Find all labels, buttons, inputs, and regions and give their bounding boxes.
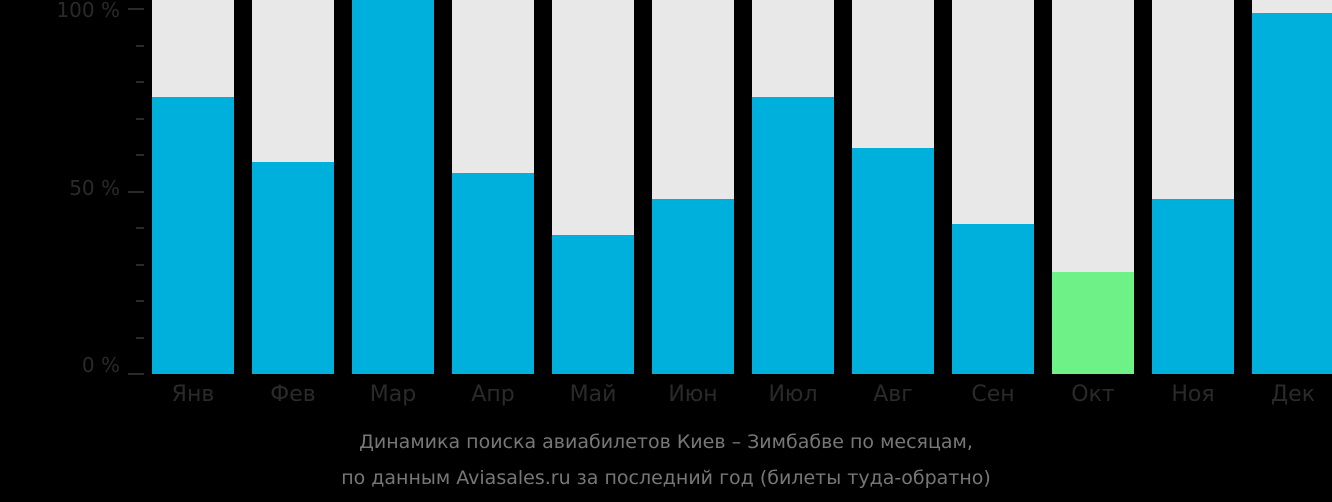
bar-fill xyxy=(252,162,334,374)
x-tick-label: Окт xyxy=(1071,382,1115,407)
bar-Май xyxy=(552,0,634,374)
x-tick-label: Сен xyxy=(971,382,1015,407)
chart-caption-line1: Динамика поиска авиабилетов Киев – Зимба… xyxy=(359,431,973,453)
bar-fill xyxy=(1152,198,1234,374)
y-tick xyxy=(136,44,144,47)
y-tick xyxy=(136,336,144,339)
bar-fill xyxy=(1252,12,1332,374)
bar-Июл xyxy=(752,0,834,374)
bar-fill xyxy=(652,198,734,374)
bar-fill xyxy=(1052,271,1134,374)
x-tick-label: Мар xyxy=(369,382,417,407)
chart-caption-line2: по данным Aviasales.ru за последний год … xyxy=(341,467,991,489)
x-tick-label: Авг xyxy=(873,382,913,407)
y-tick xyxy=(128,190,144,193)
y-tick xyxy=(136,263,144,266)
bar-fill xyxy=(152,96,234,374)
y-tick xyxy=(136,81,144,83)
bar-fill xyxy=(352,0,434,374)
y-tick xyxy=(136,300,144,302)
bar-fill xyxy=(852,147,934,374)
bar-Янв xyxy=(152,0,234,374)
x-tick-label: Май xyxy=(569,382,617,407)
x-tick-label: Янв xyxy=(171,382,215,407)
y-tick-label-0: 0 % xyxy=(81,353,120,377)
bar-Апр xyxy=(452,0,534,374)
bar-fill xyxy=(452,173,534,374)
y-tick xyxy=(128,8,144,10)
bar-fill xyxy=(752,96,834,374)
y-tick-label-50: 50 % xyxy=(69,176,120,200)
x-tick-label: Дек xyxy=(1270,382,1315,407)
x-tick-label: Июн xyxy=(668,382,718,407)
x-tick-label: Фев xyxy=(270,382,316,407)
x-tick-label: Апр xyxy=(471,382,515,407)
y-tick xyxy=(136,154,144,156)
bar-fill xyxy=(552,235,634,374)
bar-Июн xyxy=(652,0,734,374)
bar-Мар xyxy=(352,0,434,374)
x-tick-label: Июл xyxy=(768,382,818,407)
bar-Ноя xyxy=(1152,0,1234,374)
y-tick xyxy=(136,227,144,229)
x-tick-label: Ноя xyxy=(1171,382,1215,407)
bar-Авг xyxy=(852,0,934,374)
bar-fill xyxy=(952,224,1034,374)
bar-Дек xyxy=(1252,0,1332,374)
y-tick xyxy=(136,117,144,120)
bar-Окт xyxy=(1052,0,1134,374)
bar-Сен xyxy=(952,0,1034,374)
y-tick xyxy=(128,373,144,375)
bar-Фев xyxy=(252,0,334,374)
y-tick-label-100: 100 % xyxy=(56,0,120,22)
